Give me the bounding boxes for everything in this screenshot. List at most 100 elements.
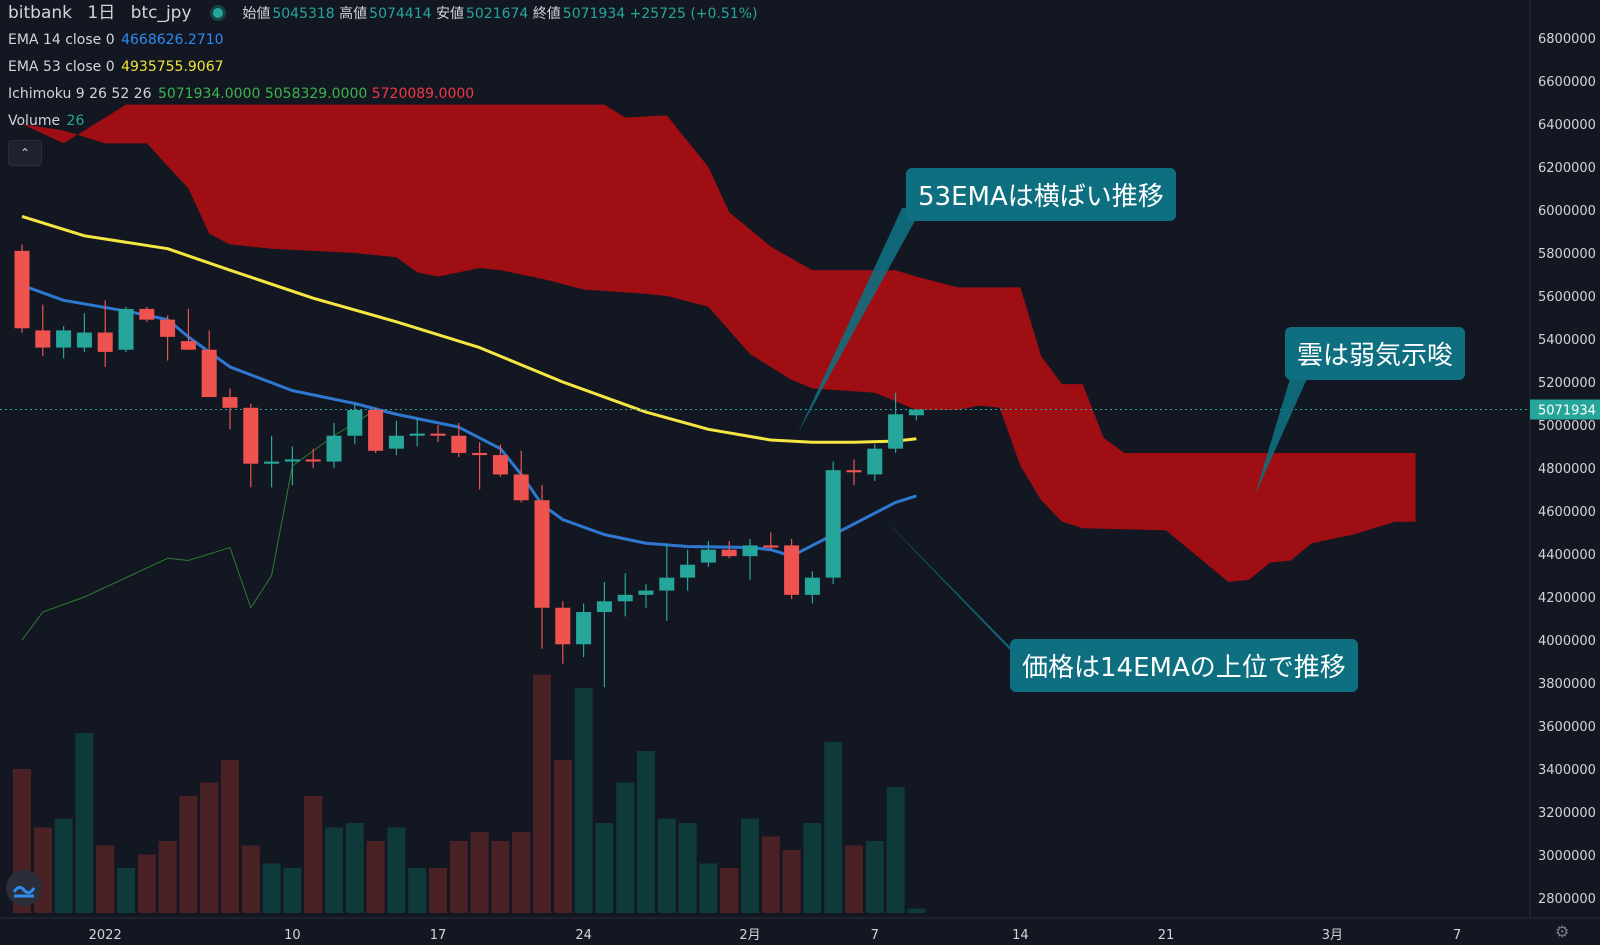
volume-bar (553, 760, 572, 913)
interval-label[interactable]: 1日 (87, 3, 116, 23)
candle-body[interactable] (908, 409, 924, 416)
x-tick-label: 14 (1012, 928, 1029, 943)
ema53-line (21, 215, 917, 444)
low-value: 5021674 (465, 6, 529, 22)
ema14-value: 4668626.2710 (121, 32, 224, 48)
candle-body[interactable] (534, 500, 550, 608)
candle-body[interactable] (180, 341, 196, 350)
x-tick-label: 24 (575, 928, 592, 943)
volume-bar (75, 733, 94, 913)
candle-body[interactable] (56, 330, 72, 348)
y-tick-label: 2800000 (1538, 892, 1596, 907)
volume-bar (907, 908, 926, 913)
market-status-icon (212, 8, 223, 18)
y-tick-label: 6200000 (1538, 161, 1596, 176)
volume-bar (54, 818, 73, 913)
price-axis-background (1530, 0, 1600, 945)
volume-bar (574, 688, 593, 913)
candle-body[interactable] (35, 330, 51, 348)
candle-body[interactable] (638, 590, 654, 595)
candle-body[interactable] (825, 470, 841, 578)
candle-body[interactable] (430, 433, 446, 436)
volume-bar (179, 796, 198, 913)
x-tick-label: 2022 (89, 928, 122, 943)
volume-bar (470, 832, 489, 913)
candle-body[interactable] (243, 407, 259, 464)
annotation-ema53: 53EMAは横ばい推移 (906, 168, 1176, 221)
volume-value: 26 (66, 113, 85, 129)
ema53-row[interactable]: EMA 53 close 0 4935755.9067 (8, 54, 757, 81)
candle-body[interactable] (388, 435, 404, 449)
candle-body[interactable] (784, 545, 800, 595)
time-axis: 2022 10 17 24 2月 7 14 21 3月 7 (89, 928, 1462, 943)
candle-body[interactable] (617, 594, 633, 602)
price-pointer (880, 515, 1028, 665)
candle-body[interactable] (867, 448, 883, 475)
chevron-up-icon: ⌃ (19, 146, 31, 160)
low-label: 安値 (435, 6, 464, 22)
volume-bar (761, 836, 780, 913)
y-tick-label: 4800000 (1538, 462, 1596, 477)
candle-body[interactable] (118, 308, 134, 350)
y-tick-label: 6800000 (1538, 32, 1596, 47)
volume-bar (678, 823, 697, 913)
y-tick-label: 3400000 (1538, 763, 1596, 778)
candle-body[interactable] (222, 397, 238, 408)
y-tick-label: 4400000 (1538, 548, 1596, 563)
candle-body[interactable] (347, 409, 363, 436)
x-tick-label: 2月 (739, 928, 760, 943)
candle-body[interactable] (804, 577, 820, 595)
volume-row[interactable]: Volume 26 (8, 108, 757, 135)
x-tick-label: 17 (430, 928, 447, 943)
candle-body[interactable] (451, 435, 467, 453)
candle-body[interactable] (763, 545, 779, 548)
y-tick-label: 5200000 (1538, 376, 1596, 391)
x-tick-label: 7 (871, 928, 879, 943)
close-label: 終値 (532, 6, 561, 22)
ema14-label: EMA 14 close 0 (8, 32, 115, 48)
tradingview-logo-icon[interactable] (6, 870, 42, 906)
candle-body[interactable] (305, 459, 321, 462)
candle-body[interactable] (700, 549, 716, 563)
candle-body[interactable] (576, 612, 592, 645)
candle-body[interactable] (680, 564, 696, 578)
volume-bar (304, 796, 323, 913)
candle-body[interactable] (888, 414, 904, 449)
gear-icon[interactable]: ⚙ (1555, 922, 1570, 941)
ichimoku-value-2: 5058329.0000 (264, 86, 368, 102)
ichimoku-label: Ichimoku 9 26 52 26 (8, 86, 152, 102)
volume-bar (117, 868, 135, 913)
candle-body[interactable] (201, 349, 217, 398)
volume-bar (533, 674, 551, 913)
candle-body[interactable] (742, 545, 758, 557)
cloud-pointer (1255, 372, 1310, 495)
candle-body[interactable] (97, 332, 113, 352)
candle-body[interactable] (513, 474, 529, 501)
candle-body[interactable] (492, 455, 508, 475)
candle-body[interactable] (555, 607, 571, 645)
candle-body[interactable] (76, 332, 92, 348)
exchange-name: bitbank (8, 3, 73, 23)
candle-body[interactable] (409, 433, 425, 436)
candle-body[interactable] (284, 459, 300, 462)
candle-body[interactable] (14, 250, 30, 329)
collapse-legend-button[interactable]: ⌃ (8, 140, 42, 166)
ichimoku-row[interactable]: Ichimoku 9 26 52 26 5071934.0000 5058329… (8, 81, 757, 108)
candle-body[interactable] (264, 461, 280, 464)
symbol-row: bitbank 1日 btc_jpy 始値 5045318 高値 5074414 安… (8, 0, 757, 27)
candle-body[interactable] (721, 549, 737, 557)
volume-bar (803, 823, 822, 913)
candle-body[interactable] (472, 452, 488, 456)
candle-body[interactable] (139, 308, 155, 320)
y-tick-label: 4200000 (1538, 591, 1596, 606)
candle-body[interactable] (659, 577, 675, 591)
candle-body[interactable] (326, 435, 342, 462)
candle-body[interactable] (368, 409, 384, 451)
candle-body[interactable] (596, 601, 612, 613)
candle-body[interactable] (160, 319, 176, 337)
volume-bar (657, 818, 676, 913)
symbol-label[interactable]: btc_jpy (130, 3, 192, 23)
candle-body[interactable] (846, 470, 862, 473)
ema14-row[interactable]: EMA 14 close 0 4668626.2710 (8, 27, 757, 54)
